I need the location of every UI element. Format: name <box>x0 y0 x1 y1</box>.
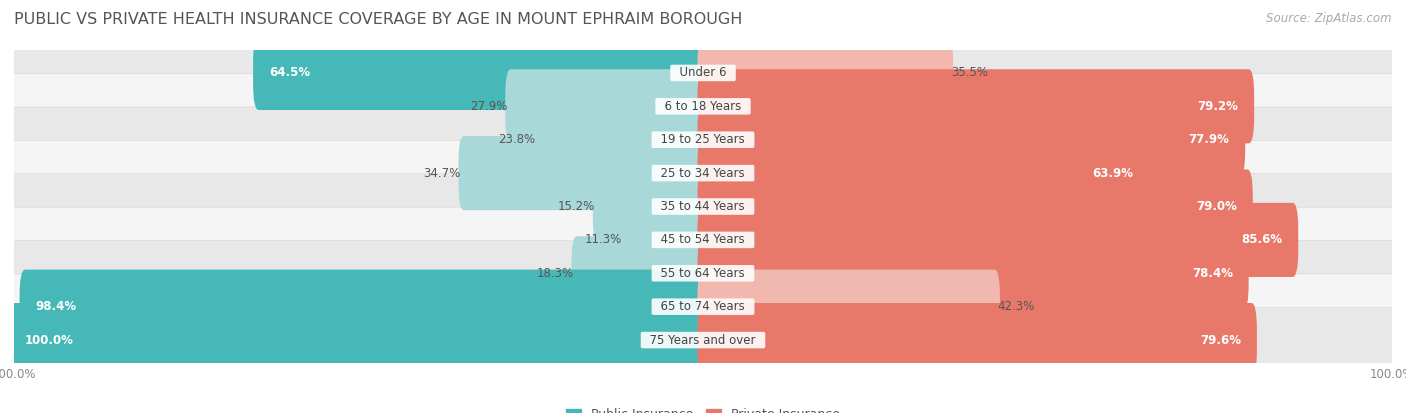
FancyBboxPatch shape <box>8 303 709 377</box>
FancyBboxPatch shape <box>11 274 1395 339</box>
FancyBboxPatch shape <box>20 270 709 344</box>
FancyBboxPatch shape <box>505 69 709 143</box>
Text: Under 6: Under 6 <box>672 66 734 79</box>
Text: 34.7%: 34.7% <box>423 166 461 180</box>
Text: 64.5%: 64.5% <box>269 66 311 79</box>
Text: 42.3%: 42.3% <box>998 300 1035 313</box>
FancyBboxPatch shape <box>697 36 953 110</box>
FancyBboxPatch shape <box>697 270 1000 344</box>
FancyBboxPatch shape <box>620 203 709 277</box>
Text: 78.4%: 78.4% <box>1192 267 1233 280</box>
FancyBboxPatch shape <box>533 103 709 177</box>
Text: 19 to 25 Years: 19 to 25 Years <box>654 133 752 146</box>
FancyBboxPatch shape <box>11 40 1395 106</box>
Legend: Public Insurance, Private Insurance: Public Insurance, Private Insurance <box>561 403 845 413</box>
FancyBboxPatch shape <box>11 307 1395 373</box>
FancyBboxPatch shape <box>593 169 709 244</box>
Text: 15.2%: 15.2% <box>558 200 595 213</box>
Text: 98.4%: 98.4% <box>35 300 76 313</box>
Text: 77.9%: 77.9% <box>1188 133 1229 146</box>
FancyBboxPatch shape <box>697 69 1254 143</box>
Text: 65 to 74 Years: 65 to 74 Years <box>654 300 752 313</box>
Text: Source: ZipAtlas.com: Source: ZipAtlas.com <box>1267 12 1392 25</box>
FancyBboxPatch shape <box>571 236 709 310</box>
Text: 27.9%: 27.9% <box>470 100 508 113</box>
Text: 35.5%: 35.5% <box>950 66 988 79</box>
Text: 79.2%: 79.2% <box>1198 100 1239 113</box>
Text: 75 Years and over: 75 Years and over <box>643 334 763 347</box>
Text: 18.3%: 18.3% <box>536 267 574 280</box>
FancyBboxPatch shape <box>458 136 709 210</box>
FancyBboxPatch shape <box>697 203 1298 277</box>
FancyBboxPatch shape <box>253 36 709 110</box>
FancyBboxPatch shape <box>11 174 1395 239</box>
Text: 23.8%: 23.8% <box>499 133 536 146</box>
Text: 63.9%: 63.9% <box>1092 166 1133 180</box>
FancyBboxPatch shape <box>697 303 1257 377</box>
Text: 25 to 34 Years: 25 to 34 Years <box>654 166 752 180</box>
FancyBboxPatch shape <box>11 240 1395 306</box>
Text: 100.0%: 100.0% <box>24 334 73 347</box>
Text: 6 to 18 Years: 6 to 18 Years <box>657 100 749 113</box>
Text: 35 to 44 Years: 35 to 44 Years <box>654 200 752 213</box>
Text: 79.0%: 79.0% <box>1197 200 1237 213</box>
FancyBboxPatch shape <box>697 236 1249 310</box>
FancyBboxPatch shape <box>697 169 1253 244</box>
FancyBboxPatch shape <box>11 107 1395 173</box>
FancyBboxPatch shape <box>697 136 1149 210</box>
Text: 45 to 54 Years: 45 to 54 Years <box>654 233 752 247</box>
FancyBboxPatch shape <box>11 140 1395 206</box>
FancyBboxPatch shape <box>697 103 1246 177</box>
FancyBboxPatch shape <box>11 207 1395 273</box>
Text: 55 to 64 Years: 55 to 64 Years <box>654 267 752 280</box>
Text: 85.6%: 85.6% <box>1241 233 1282 247</box>
Text: 79.6%: 79.6% <box>1201 334 1241 347</box>
FancyBboxPatch shape <box>11 74 1395 139</box>
Text: 11.3%: 11.3% <box>585 233 621 247</box>
Text: PUBLIC VS PRIVATE HEALTH INSURANCE COVERAGE BY AGE IN MOUNT EPHRAIM BOROUGH: PUBLIC VS PRIVATE HEALTH INSURANCE COVER… <box>14 12 742 27</box>
